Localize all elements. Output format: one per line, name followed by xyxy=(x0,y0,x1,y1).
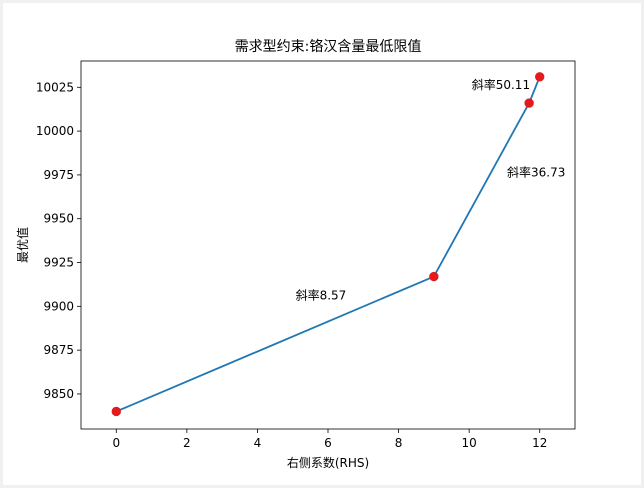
annotations: 斜率8.57 斜率36.73 斜率50.11 xyxy=(296,77,566,302)
x-axis-label: 右侧系数(RHS) xyxy=(287,455,369,470)
y-axis: 9850 9875 9900 9925 9950 9975 10000 10025 xyxy=(36,80,81,401)
y-tick-label: 9950 xyxy=(43,212,74,226)
x-tick-label: 10 xyxy=(462,436,477,450)
x-tick-label: 2 xyxy=(183,436,191,450)
y-tick-label: 9850 xyxy=(43,387,74,401)
x-tick-label: 6 xyxy=(324,436,332,450)
chart: 需求型约束:铬汉含量最低限值 0 2 4 6 8 10 12 9850 9875 9900 992… xyxy=(15,39,576,470)
data-point xyxy=(429,271,439,282)
slope-annotation: 斜率50.11 xyxy=(472,77,530,92)
y-axis-label: 最优值 xyxy=(15,227,30,263)
y-tick-label: 9975 xyxy=(43,168,74,182)
x-tick-label: 0 xyxy=(112,436,120,450)
x-tick-label: 4 xyxy=(254,436,262,450)
y-tick-label: 10025 xyxy=(36,80,74,94)
y-tick-label: 9900 xyxy=(43,299,74,313)
y-tick-label: 9925 xyxy=(43,256,74,270)
data-point xyxy=(535,72,545,82)
y-tick-label: 9875 xyxy=(43,343,74,357)
y-tick-label: 10000 xyxy=(36,124,74,138)
series-points xyxy=(111,72,545,417)
slope-annotation: 斜率8.57 xyxy=(296,287,347,302)
figure: 需求型约束:铬汉含量最低限值 0 2 4 6 8 10 12 9850 9875 9900 992… xyxy=(3,3,641,485)
chart-title: 需求型约束:铬汉含量最低限值 xyxy=(235,39,422,55)
plot-area xyxy=(80,60,576,430)
x-axis: 0 2 4 6 8 10 12 xyxy=(112,429,547,450)
data-point xyxy=(111,406,121,417)
series-lines xyxy=(115,76,541,413)
data-point xyxy=(524,98,534,108)
x-tick-label: 8 xyxy=(395,436,403,450)
series-line xyxy=(115,76,541,413)
slope-annotation: 斜率36.73 xyxy=(507,165,565,180)
x-tick-label: 12 xyxy=(532,436,547,450)
